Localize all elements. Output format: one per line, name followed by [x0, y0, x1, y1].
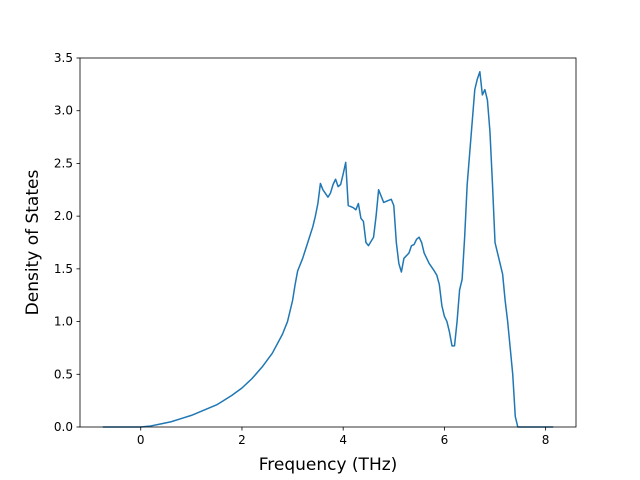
y-tick-label: 2.0	[54, 209, 73, 223]
x-tick-label: 6	[441, 433, 449, 447]
y-tick-label: 1.5	[54, 262, 73, 276]
y-tick-label: 0.5	[54, 367, 73, 381]
x-tick-label: 0	[137, 433, 145, 447]
y-tick-label: 3.5	[54, 51, 73, 65]
dos-series-line	[102, 70, 554, 428]
y-axis-label: Density of States	[23, 170, 43, 316]
x-axis-ticks: 0 2 4 6 8	[137, 427, 550, 447]
y-axis-ticks: 0.0 0.5 1.0 1.5 2.0 2.5 3.0 3.5	[54, 51, 80, 434]
plot-layer	[102, 70, 554, 428]
x-tick-label: 8	[542, 433, 550, 447]
y-tick-label: 3.0	[54, 104, 73, 118]
y-tick-label: 0.0	[54, 420, 73, 434]
x-tick-label: 2	[238, 433, 246, 447]
x-tick-label: 4	[339, 433, 347, 447]
y-tick-label: 2.5	[54, 156, 73, 170]
y-tick-label: 1.0	[54, 315, 73, 329]
plot-frame	[79, 57, 577, 428]
x-axis-label: Frequency (THz)	[259, 455, 398, 475]
